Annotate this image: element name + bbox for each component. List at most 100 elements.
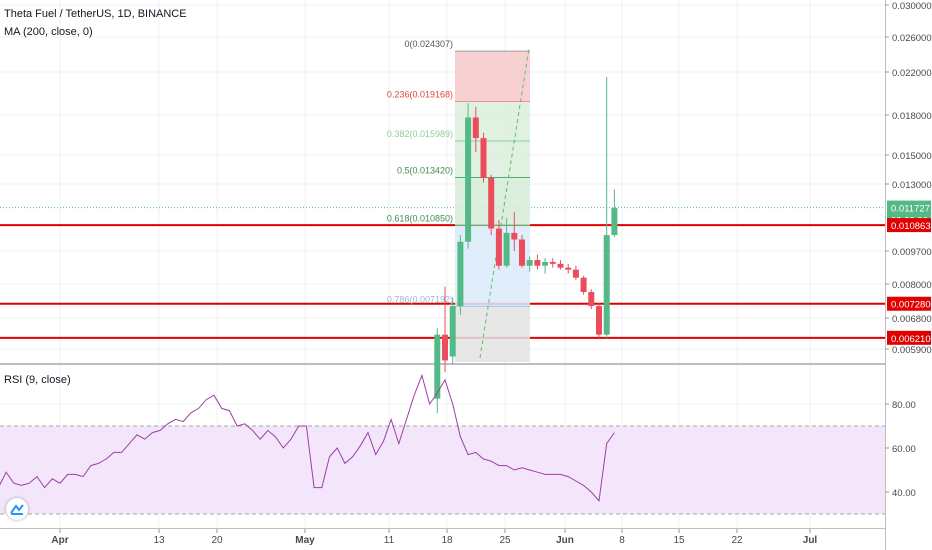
rsi-band: [0, 426, 885, 514]
price-label-box: [887, 330, 931, 345]
time-tick-label: 22: [731, 535, 743, 546]
price-tick-label: 0.008000: [892, 280, 932, 291]
fib-level-label: 0.786(0.007192): [387, 294, 453, 304]
fib-paren: ): [450, 166, 453, 176]
candle-body: [549, 261, 556, 264]
candle-body: [596, 306, 602, 335]
time-tick-label: 13: [153, 535, 165, 546]
fib-zone: [455, 51, 530, 102]
time-tick-label: 8: [619, 535, 625, 546]
time-tick-label: Jul: [803, 535, 818, 546]
candle-body: [465, 117, 472, 242]
candle-body: [519, 239, 525, 266]
time-tick-label: Jun: [556, 535, 574, 546]
candle-body: [434, 334, 441, 399]
price-tick-label: 0.009700: [892, 247, 932, 258]
fib-level-label: 0(0.024307): [404, 39, 453, 49]
fib-price: 0.019168: [412, 90, 450, 100]
time-tick-label: 20: [211, 535, 223, 546]
price-label-box: [887, 200, 931, 215]
symbol-title[interactable]: Theta Fuel / TetherUS, 1D, BINANCE: [4, 8, 187, 20]
fib-zone: [455, 306, 530, 362]
price-label-text: 0.006210: [891, 334, 931, 345]
candle-body: [503, 232, 510, 266]
fib-paren: ): [450, 129, 453, 139]
candle-body: [534, 260, 541, 266]
price-tick-label: 0.005900: [892, 345, 932, 356]
fib-level-label: 0.382(0.015989): [387, 129, 453, 139]
fib-paren: (: [409, 90, 412, 100]
rsi-tick-label: 40.00: [892, 488, 916, 499]
time-tick-label: 15: [673, 535, 685, 546]
price-label-text: 0.007280: [891, 300, 931, 311]
candle-body: [495, 228, 502, 266]
candle-body: [472, 117, 479, 139]
candle-body: [542, 261, 549, 266]
rsi-indicator-label[interactable]: RSI (9, close): [4, 374, 71, 386]
time-tick-label: 25: [499, 535, 511, 546]
time-axis-bg: [0, 529, 885, 550]
time-tick-label: 11: [384, 535, 395, 546]
price-tick-label: 0.013000: [892, 180, 932, 191]
price-axis-bg: [886, 0, 932, 550]
fib-price: 0.024307: [412, 39, 450, 49]
fibonacci-retracement[interactable]: 0(0.024307)0.236(0.019168)0.382(0.015989…: [387, 39, 530, 362]
price-label-box: [887, 296, 931, 311]
fib-paren: ): [450, 90, 453, 100]
price-tick-label: 0.018000: [892, 111, 932, 122]
fib-paren: (: [409, 39, 412, 49]
price-label-text: 0.010863: [891, 221, 931, 232]
candle-body: [480, 138, 487, 178]
candle-body: [611, 208, 618, 236]
fib-paren: ): [450, 213, 453, 223]
fib-ratio: 0: [404, 39, 409, 49]
candle-body: [588, 291, 595, 307]
fib-ratio: 0.382: [387, 129, 410, 139]
candle-body: [565, 267, 572, 270]
candle-body: [603, 235, 610, 335]
candle-body: [572, 269, 579, 278]
candle-body: [457, 241, 464, 307]
ma-indicator-label[interactable]: MA (200, close, 0): [4, 26, 93, 38]
fib-paren: (: [409, 294, 412, 304]
fib-ratio: 0.5: [397, 166, 410, 176]
fib-ratio: 0.786: [387, 294, 410, 304]
price-tick-label: 0.006800: [892, 314, 932, 325]
candle-body: [488, 177, 495, 229]
time-tick-label: May: [295, 535, 315, 546]
fib-price: 0.015989: [412, 129, 450, 139]
candle-body: [511, 232, 518, 240]
fib-level-label: 0.618(0.010850): [387, 213, 453, 223]
fib-paren: (: [409, 166, 412, 176]
fib-level-label: 0.5(0.013420): [397, 166, 453, 176]
time-tick-label: Apr: [51, 535, 68, 546]
tradingview-logo[interactable]: [6, 498, 28, 520]
price-tick-label: 0.026000: [892, 33, 932, 44]
fib-price: 0.007192: [412, 294, 450, 304]
logo-icon: [10, 504, 24, 515]
fib-paren: (: [409, 129, 412, 139]
price-label-text: 0.011727: [891, 204, 930, 215]
fib-ratio: 0.236: [387, 90, 410, 100]
price-tick-label: 0.022000: [892, 68, 932, 79]
price-label-box: [887, 218, 931, 233]
fib-ratio: 0.618: [387, 213, 410, 223]
candle-body: [557, 263, 564, 268]
price-tick-label: 0.030000: [892, 1, 932, 12]
fib-price: 0.013420: [412, 166, 450, 176]
fib-trend-line: [479, 47, 530, 359]
price-tick-label: 0.015000: [892, 151, 932, 162]
fib-price: 0.010850: [412, 213, 450, 223]
candle-body: [442, 334, 448, 361]
rsi-line: [0, 373, 615, 502]
price-axis[interactable]: 0.030000 0.026000 0.022000 0.018000 0.015000…: [885, 0, 932, 550]
rsi-tick-label: 60.00: [892, 444, 916, 455]
fib-paren: ): [450, 294, 453, 304]
rsi-pane: [0, 373, 885, 515]
time-axis[interactable]: Apr 13 20 May 11 18 25 Jun 8 15 22 Jul: [0, 529, 885, 550]
candles: [434, 76, 618, 414]
time-tick-label: 18: [441, 535, 453, 546]
fib-paren: (: [409, 213, 412, 223]
